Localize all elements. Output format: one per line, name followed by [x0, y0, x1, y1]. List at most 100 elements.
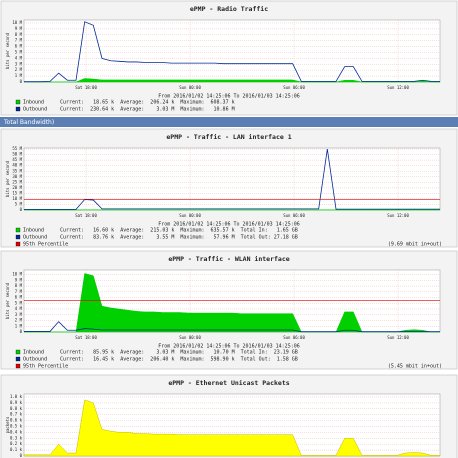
y-tick-label: 9 M	[15, 26, 23, 31]
y-tick-label: 5 M	[15, 201, 23, 206]
legend-swatch	[15, 356, 21, 362]
graph-title: ePMP - Ethernet Unicast Packets	[168, 379, 289, 387]
x-tick-label: Sun 12:00	[387, 213, 409, 218]
y-tick-label: 30 M	[12, 174, 22, 179]
y-tick-label: 3 M	[15, 312, 23, 317]
y-tick-label: 0	[20, 453, 23, 458]
y-tick-label: 15 M	[12, 190, 22, 195]
area-series	[23, 399, 441, 457]
y-tick-label: 0.2 k	[10, 441, 23, 446]
legend-swatch	[15, 227, 21, 233]
legend-label: Outbound	[23, 357, 47, 363]
y-tick-label: 50 M	[12, 152, 22, 157]
y-tick-label: 1 M	[15, 323, 23, 328]
y-axis-label: bits per second	[5, 282, 10, 319]
y-tick-label: 5 M	[15, 49, 23, 54]
x-tick-label: Sat 18:00	[75, 213, 97, 218]
x-tick-label: Sun 12:00	[387, 335, 409, 340]
y-tick-label: 1 M	[15, 73, 23, 78]
y-tick-label: 10 M	[12, 196, 22, 201]
legend-swatch	[15, 106, 21, 112]
y-tick-label: 0	[20, 207, 23, 212]
x-tick-label: Sun 06:00	[283, 85, 305, 90]
legend-swatch	[15, 363, 21, 369]
plot-area	[23, 19, 441, 83]
legend-label: 95th Percentile	[23, 364, 68, 370]
y-tick-label: 0	[20, 329, 23, 334]
y-tick-label: 0.4 k	[10, 429, 23, 434]
legend-label: Inbound	[23, 228, 44, 234]
y-tick-label: 35 M	[12, 168, 22, 173]
y-tick-label: 10 M	[12, 20, 22, 25]
date-range: From 2016/01/02 14:25:06 To 2016/01/03 1…	[158, 222, 299, 228]
y-tick-label: 0.8 k	[10, 406, 23, 411]
x-tick-label: Sat 18:00	[75, 85, 97, 90]
y-tick-label: 6 M	[15, 44, 23, 49]
y-tick-label: 8 M	[15, 283, 23, 288]
x-tick-label: Sun 00:00	[179, 335, 201, 340]
y-tick-label: 3 M	[15, 61, 23, 66]
y-tick-label: 7 M	[15, 289, 23, 294]
y-tick-label: 20 M	[12, 185, 22, 190]
y-tick-label: 0.3 k	[10, 435, 23, 440]
legend-swatch	[15, 234, 21, 240]
y-tick-label: 2 M	[15, 67, 23, 72]
percentile-label: (5.45 mbit in+out)	[388, 364, 442, 370]
legend-label: Outbound	[23, 235, 47, 241]
graph-title: ePMP - Traffic - LAN interface 1	[166, 133, 291, 141]
date-range: From 2016/01/02 14:25:06 To 2016/01/03 1…	[158, 94, 299, 100]
y-tick-label: 55 M	[12, 146, 22, 151]
legend-stats: Current: 83.76 k Average: 3.55 M Maximum…	[60, 235, 298, 241]
legend-swatch	[15, 349, 21, 355]
y-tick-label: 9 M	[15, 277, 23, 282]
legend-stats: Current: 230.64 k Average: 3.03 M Maximu…	[60, 107, 235, 113]
y-tick-label: 6 M	[15, 295, 23, 300]
x-tick-label: Sun 06:00	[283, 335, 305, 340]
y-axis-label: packets	[5, 416, 10, 433]
y-tick-label: 1.0 k	[10, 394, 23, 399]
line-series	[24, 21, 440, 83]
legend-label: Inbound	[23, 100, 44, 106]
y-axis-label: bits per second	[5, 32, 10, 69]
y-tick-label: 0.7 k	[10, 412, 23, 417]
legend-label: Inbound	[23, 350, 44, 356]
y-tick-label: 0.9 k	[10, 400, 23, 405]
plot-area	[23, 147, 441, 211]
y-tick-label: 10 M	[12, 272, 22, 277]
legend-stats: Current: 16.60 k Average: 215.03 k Maxim…	[60, 228, 298, 234]
legend-label: 95th Percentile	[23, 242, 68, 248]
legend-label: Outbound	[23, 107, 47, 113]
y-tick-label: 40 M	[12, 163, 22, 168]
legend-swatch	[15, 99, 21, 105]
x-tick-label: Sat 18:00	[75, 335, 97, 340]
y-tick-label: 2 M	[15, 318, 23, 323]
y-tick-label: 4 M	[15, 55, 23, 60]
legend-swatch	[15, 241, 21, 247]
y-tick-label: 25 M	[12, 179, 22, 184]
legend-stats: Current: 16.45 k Average: 206.40 k Maxim…	[60, 357, 298, 363]
section-title: Total Bandwidth)	[3, 119, 54, 126]
percentile-label: (9.69 mbit in+out)	[388, 242, 442, 248]
x-tick-label: Sun 06:00	[283, 213, 305, 218]
x-tick-label: Sun 12:00	[387, 85, 409, 90]
line-series	[24, 149, 440, 210]
y-tick-label: 5 M	[15, 300, 23, 305]
y-tick-label: 0.1 k	[10, 447, 23, 452]
graph-title: ePMP - Radio Traffic	[190, 5, 268, 13]
y-tick-label: 0	[20, 79, 23, 84]
y-tick-label: 45 M	[12, 157, 22, 162]
area-series	[24, 78, 440, 83]
legend-stats: Current: 85.95 k Average: 3.03 M Maximum…	[60, 350, 298, 356]
x-tick-label: Sun 00:00	[179, 85, 201, 90]
y-tick-label: 0.6 k	[10, 418, 23, 423]
y-tick-label: 0.5 k	[10, 423, 23, 428]
y-tick-label: 4 M	[15, 306, 23, 311]
y-axis-label: bits per second	[5, 160, 10, 197]
legend-stats: Current: 18.65 k Average: 206.24 k Maxim…	[60, 100, 235, 106]
graph-title: ePMP - Traffic - WLAN interface	[168, 255, 289, 263]
line-series	[24, 321, 440, 333]
y-tick-label: 7 M	[15, 38, 23, 43]
x-tick-label: Sun 00:00	[179, 213, 201, 218]
section-bar	[0, 117, 458, 127]
